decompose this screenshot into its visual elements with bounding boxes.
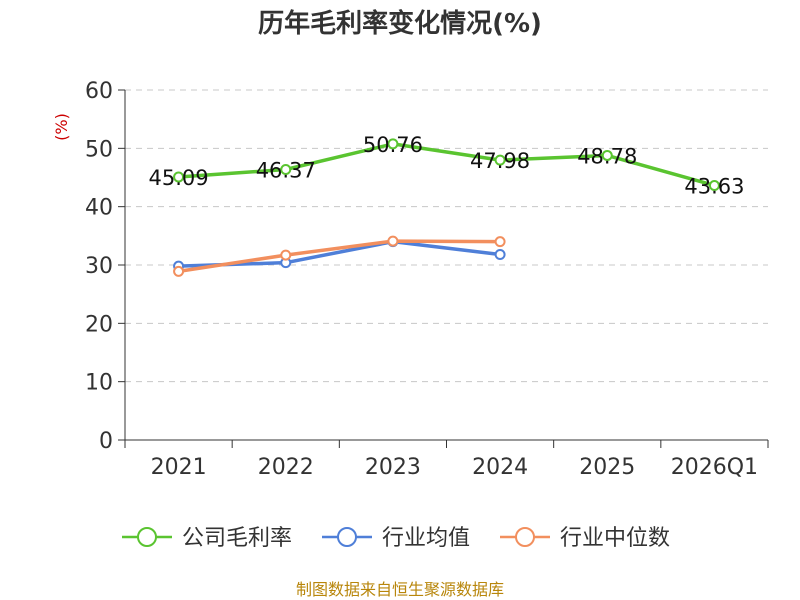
data-label-5: 43.63 bbox=[684, 174, 744, 198]
y-tick-label-50: 50 bbox=[85, 137, 113, 162]
point-2-1 bbox=[280, 249, 292, 261]
y-axis-label: (%) bbox=[52, 113, 71, 141]
point-2-2 bbox=[387, 235, 399, 247]
series bbox=[173, 138, 720, 277]
data-label-4: 48.78 bbox=[577, 144, 637, 168]
data-label-1: 46.37 bbox=[256, 159, 316, 183]
x-tick-label-2026Q1: 2026Q1 bbox=[671, 455, 758, 480]
y-tick-label-30: 30 bbox=[85, 254, 113, 279]
axes: 0 10 20 30 40 50 60 2021 2022 2023 2024 2025 2026Q1 bbox=[85, 79, 769, 480]
x-tick-label-2023: 2023 bbox=[365, 455, 421, 480]
y-tick-label-10: 10 bbox=[85, 371, 113, 396]
x-tick-label-2022: 2022 bbox=[258, 455, 314, 480]
legend-label-1: 行业均值 bbox=[382, 526, 470, 551]
point-1-3 bbox=[494, 249, 506, 260]
source-note: 制图数据来自恒生聚源数据库 bbox=[296, 580, 504, 599]
data-labels: 45.09 46.37 50.76 47.98 48.78 43.63 bbox=[149, 133, 745, 199]
y-tick-label-20: 20 bbox=[85, 312, 113, 337]
chart-title: 历年毛利率变化情况(%) bbox=[258, 8, 542, 39]
point-0-4 bbox=[601, 149, 613, 161]
legend-marker-0 bbox=[137, 527, 157, 547]
y-tick-label-0: 0 bbox=[99, 429, 113, 454]
grid bbox=[125, 89, 768, 383]
y-tick-label-40: 40 bbox=[85, 196, 113, 221]
point-2-3 bbox=[494, 236, 506, 248]
legend-label-0: 公司毛利率 bbox=[182, 526, 292, 551]
data-label-0: 45.09 bbox=[149, 166, 209, 190]
data-label-3: 47.98 bbox=[470, 149, 530, 173]
point-0-3 bbox=[494, 154, 506, 166]
legend-marker-2 bbox=[515, 527, 535, 547]
point-0-1 bbox=[280, 164, 292, 176]
legend: 公司毛利率 行业均值 行业中位数 bbox=[122, 526, 670, 551]
data-label-2: 50.76 bbox=[363, 133, 423, 157]
legend-label-2: 行业中位数 bbox=[560, 526, 670, 551]
point-0-2 bbox=[387, 138, 399, 150]
point-0-0 bbox=[173, 171, 185, 183]
legend-marker-1 bbox=[337, 527, 357, 547]
y-tick-label-60: 60 bbox=[85, 79, 113, 104]
x-tick-label-2021: 2021 bbox=[151, 455, 207, 480]
point-0-5 bbox=[708, 179, 720, 191]
x-tick-label-2025: 2025 bbox=[579, 455, 635, 480]
series-line-0 bbox=[176, 142, 717, 188]
x-tick-label-2024: 2024 bbox=[472, 455, 528, 480]
series-line-2 bbox=[176, 239, 502, 274]
point-2-0 bbox=[173, 265, 185, 277]
